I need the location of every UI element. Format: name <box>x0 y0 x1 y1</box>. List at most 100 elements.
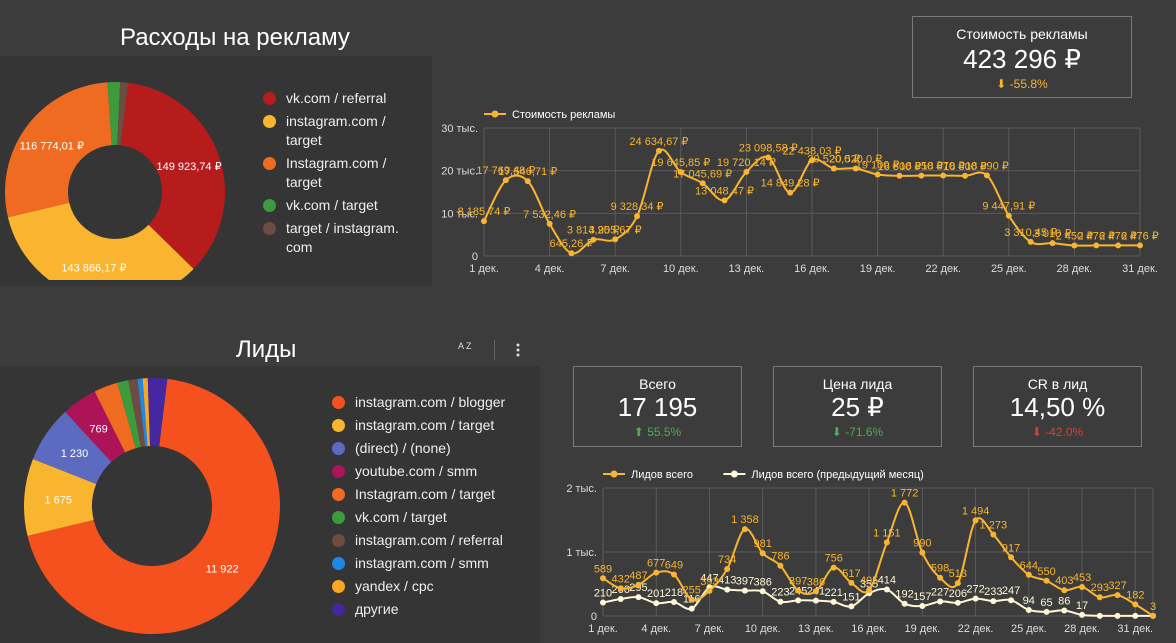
legend-item[interactable]: target / instagram. com <box>263 219 423 257</box>
data-point[interactable] <box>848 603 855 610</box>
donut-slice[interactable] <box>65 391 126 462</box>
data-point[interactable] <box>653 600 660 607</box>
data-point[interactable] <box>848 579 855 586</box>
data-point[interactable] <box>1096 594 1103 601</box>
data-point[interactable] <box>670 599 677 606</box>
data-point[interactable] <box>546 220 553 227</box>
legend-item[interactable]: youtube.com / smm <box>332 462 532 481</box>
data-point[interactable] <box>1071 242 1078 249</box>
legend-item[interactable]: (direct) / (none) <box>332 439 532 458</box>
data-point[interactable] <box>883 539 890 546</box>
data-point[interactable] <box>1093 242 1100 249</box>
data-point[interactable] <box>1114 612 1121 619</box>
data-point[interactable] <box>1008 554 1015 561</box>
data-point[interactable] <box>724 586 731 593</box>
data-point[interactable] <box>617 585 624 592</box>
data-point[interactable] <box>918 172 925 179</box>
data-point[interactable] <box>653 569 660 576</box>
data-point[interactable] <box>1025 606 1032 613</box>
data-point[interactable] <box>1025 571 1032 578</box>
data-point[interactable] <box>937 574 944 581</box>
data-point[interactable] <box>1137 242 1143 249</box>
donut-slice[interactable] <box>107 82 121 146</box>
donut-slice[interactable] <box>147 378 168 447</box>
donut-slice[interactable] <box>128 378 146 448</box>
legend-item[interactable]: instagram.com / referral <box>332 531 532 550</box>
donut-slice[interactable] <box>32 411 112 484</box>
data-point[interactable] <box>600 599 606 606</box>
data-point[interactable] <box>990 531 997 538</box>
legend-item[interactable]: instagram.com / smm <box>332 554 532 573</box>
data-point[interactable] <box>795 587 802 594</box>
data-point[interactable] <box>1061 607 1068 614</box>
data-point[interactable] <box>954 580 961 587</box>
donut-slice[interactable] <box>7 202 194 280</box>
legend-item[interactable]: другие <box>332 600 532 619</box>
data-point[interactable] <box>1049 240 1056 247</box>
data-point[interactable] <box>1008 597 1015 604</box>
data-point[interactable] <box>1115 242 1122 249</box>
data-point[interactable] <box>972 517 979 524</box>
data-point[interactable] <box>1150 612 1156 619</box>
data-point[interactable] <box>883 586 890 593</box>
data-point[interactable] <box>1043 577 1050 584</box>
data-point[interactable] <box>972 595 979 602</box>
data-point[interactable] <box>688 596 695 603</box>
data-point[interactable] <box>759 550 766 557</box>
data-point[interactable] <box>721 197 728 204</box>
data-point[interactable] <box>777 562 784 569</box>
data-point[interactable] <box>1079 584 1086 591</box>
data-point[interactable] <box>741 526 748 533</box>
data-point[interactable] <box>809 157 815 164</box>
data-point[interactable] <box>743 168 750 175</box>
donut-slice[interactable] <box>94 382 136 453</box>
donut-slice[interactable] <box>117 380 141 449</box>
data-point[interactable] <box>688 605 695 612</box>
sort-az-icon[interactable]: A Z <box>458 342 474 358</box>
donut-slice[interactable] <box>117 82 129 146</box>
data-point[interactable] <box>724 566 731 573</box>
data-point[interactable] <box>830 165 837 172</box>
data-point[interactable] <box>502 177 509 184</box>
data-point[interactable] <box>568 250 575 257</box>
data-point[interactable] <box>937 598 944 605</box>
data-point[interactable] <box>670 571 677 578</box>
data-point[interactable] <box>919 602 926 609</box>
data-point[interactable] <box>677 169 684 176</box>
donut-slice[interactable] <box>23 458 97 536</box>
data-point[interactable] <box>901 600 908 607</box>
data-point[interactable] <box>812 597 819 604</box>
data-point[interactable] <box>741 587 748 594</box>
legend-item[interactable]: vk.com / target <box>332 508 532 527</box>
data-point[interactable] <box>940 172 947 179</box>
data-point[interactable] <box>830 598 837 605</box>
data-point[interactable] <box>852 165 859 172</box>
data-point[interactable] <box>919 549 926 556</box>
data-point[interactable] <box>634 213 641 220</box>
data-point[interactable] <box>795 597 802 604</box>
legend-item[interactable]: Instagram.com / target <box>263 154 423 192</box>
data-point[interactable] <box>699 180 706 187</box>
donut-slice[interactable] <box>137 378 148 447</box>
data-point[interactable] <box>1043 608 1050 615</box>
legend-item[interactable]: instagram.com / blogger <box>332 393 532 412</box>
data-point[interactable] <box>1114 592 1121 599</box>
data-point[interactable] <box>481 218 487 225</box>
data-point[interactable] <box>600 575 606 582</box>
data-point[interactable] <box>1132 612 1139 619</box>
donut-slice[interactable] <box>5 82 112 218</box>
data-point[interactable] <box>812 588 819 595</box>
data-point[interactable] <box>874 171 881 178</box>
data-point[interactable] <box>759 588 766 595</box>
data-point[interactable] <box>590 236 597 243</box>
data-point[interactable] <box>901 499 908 506</box>
data-point[interactable] <box>896 172 903 179</box>
data-point[interactable] <box>990 598 997 605</box>
data-point[interactable] <box>1005 212 1012 219</box>
data-point[interactable] <box>1079 611 1086 618</box>
data-point[interactable] <box>1132 601 1139 608</box>
data-point[interactable] <box>983 172 990 179</box>
legend-item[interactable]: vk.com / referral <box>263 89 423 108</box>
data-point[interactable] <box>830 564 837 571</box>
legend-item[interactable]: yandex / cpc <box>332 577 532 596</box>
